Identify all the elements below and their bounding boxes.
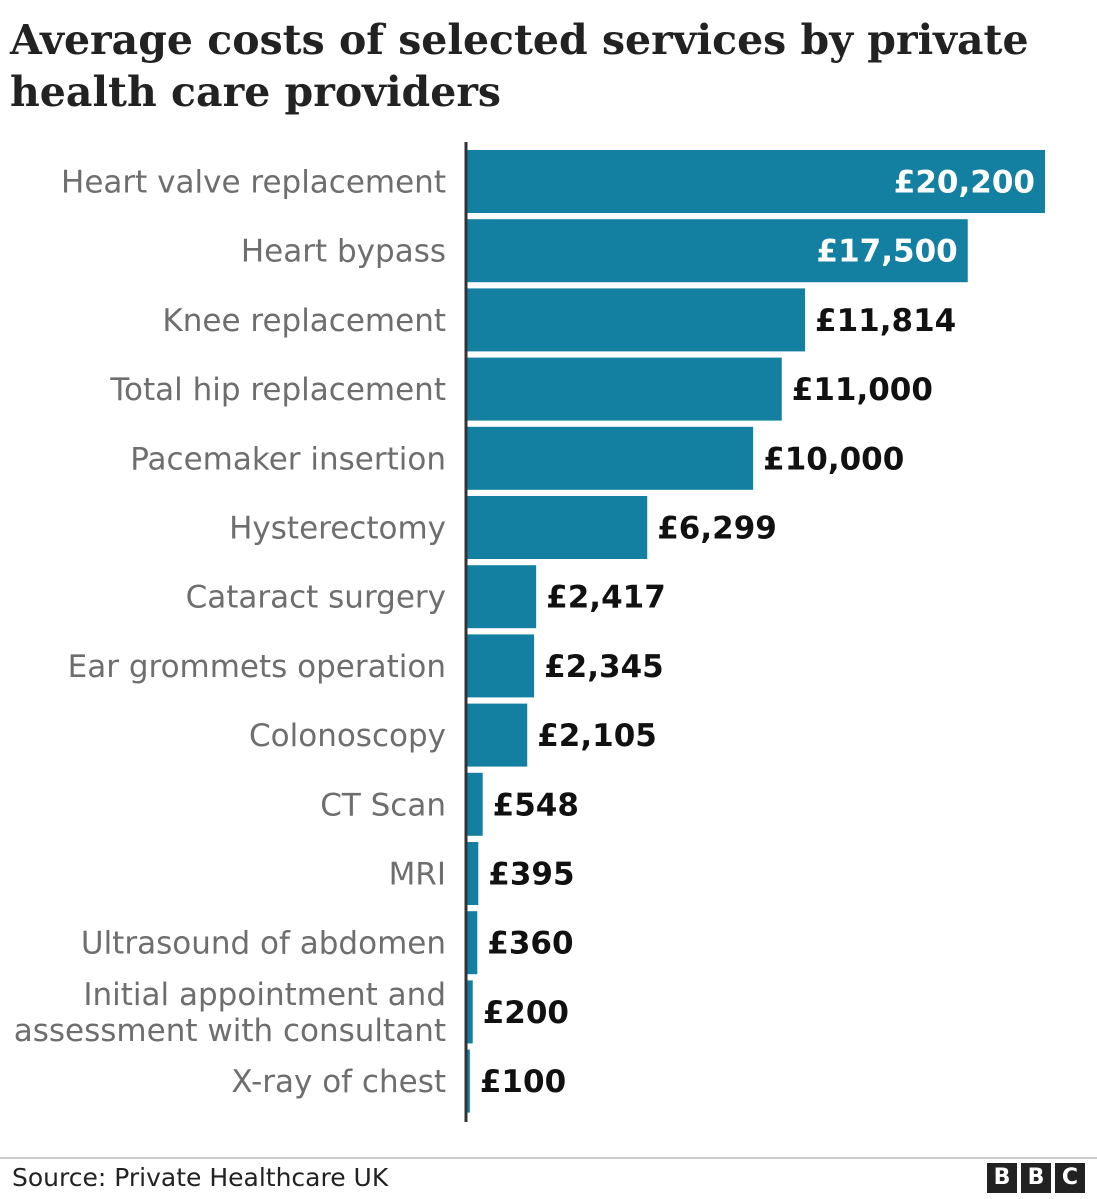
category-label: Knee replacement bbox=[162, 303, 446, 339]
bar-2 bbox=[467, 219, 968, 283]
category-label: Ultrasound of abdomen bbox=[81, 926, 446, 962]
category-label: Heart bypass bbox=[241, 234, 446, 270]
category-label-line: Ear grommets operation bbox=[68, 649, 446, 685]
category-label: Colonoscopy bbox=[249, 718, 446, 754]
bar-4 bbox=[467, 357, 782, 421]
bars-group bbox=[467, 150, 1045, 1113]
bar-12 bbox=[467, 911, 478, 975]
source-note: Source: Private Healthcare UK bbox=[12, 1163, 389, 1192]
category-label-line: assessment with consultant bbox=[14, 1013, 446, 1049]
category-label: MRI bbox=[389, 857, 446, 893]
category-label-line: Colonoscopy bbox=[249, 718, 446, 754]
bar-1 bbox=[467, 150, 1045, 213]
value-label: £200 bbox=[483, 995, 569, 1031]
category-label: Cataract surgery bbox=[186, 580, 446, 616]
category-label: Heart valve replacement bbox=[61, 165, 446, 201]
category-label: X-ray of chest bbox=[231, 1064, 446, 1100]
category-labels-group: Heart valve replacement Heart bypass Knee … bbox=[14, 165, 446, 1101]
value-label: £360 bbox=[487, 926, 573, 962]
category-label-line: Hysterectomy bbox=[229, 511, 446, 547]
value-label: £11,814 bbox=[815, 303, 956, 339]
value-label: £395 bbox=[488, 857, 574, 893]
bar-3 bbox=[467, 288, 806, 352]
value-label: £11,000 bbox=[792, 372, 933, 408]
bar-5 bbox=[467, 426, 754, 490]
value-labels-group: £20,200 £17,500 £11,814 £11,000 £10,000 £6,29… bbox=[480, 165, 1035, 1101]
bar-9 bbox=[467, 703, 528, 767]
value-label: £100 bbox=[480, 1064, 566, 1100]
bar-11 bbox=[467, 842, 479, 905]
footer-divider bbox=[0, 1157, 1097, 1159]
bar-8 bbox=[467, 634, 535, 698]
bbc-logo-letter-3: C bbox=[1055, 1163, 1085, 1193]
bar-chart: Heart valve replacement Heart bypass Knee … bbox=[14, 142, 1045, 1122]
category-label-line: Heart valve replacement bbox=[61, 165, 446, 201]
bar-6 bbox=[467, 496, 648, 559]
value-label: £2,105 bbox=[537, 718, 657, 754]
bar-13 bbox=[467, 980, 473, 1044]
category-label-line: MRI bbox=[389, 857, 446, 893]
category-label-line: Cataract surgery bbox=[186, 580, 446, 616]
bbc-logo-letter-1: B bbox=[987, 1163, 1017, 1193]
value-label: £10,000 bbox=[763, 441, 904, 477]
chart-title: Average costs of selected services by pr… bbox=[10, 16, 1029, 116]
category-label-line: X-ray of chest bbox=[231, 1064, 446, 1100]
value-label: £548 bbox=[493, 787, 579, 823]
bar-7 bbox=[467, 565, 537, 629]
value-label: £2,417 bbox=[546, 580, 666, 616]
category-label: Ear grommets operation bbox=[68, 649, 446, 685]
category-label: CT Scan bbox=[320, 787, 446, 823]
bbc-logo-letter-2: B bbox=[1021, 1163, 1051, 1193]
category-label: Total hip replacement bbox=[109, 372, 446, 408]
category-label-line: Initial appointment and bbox=[83, 977, 446, 1013]
category-label-line: Pacemaker insertion bbox=[130, 441, 446, 477]
value-label: £2,345 bbox=[544, 649, 664, 685]
value-label: £6,299 bbox=[657, 511, 777, 547]
category-label-line: Ultrasound of abdomen bbox=[81, 926, 446, 962]
value-label: £17,500 bbox=[817, 234, 958, 270]
bar-10 bbox=[467, 772, 483, 836]
category-label-line: Total hip replacement bbox=[109, 372, 446, 408]
category-label: Pacemaker insertion bbox=[130, 441, 446, 477]
bar-14 bbox=[467, 1049, 470, 1113]
value-label: £20,200 bbox=[894, 165, 1035, 201]
category-label: Hysterectomy bbox=[229, 511, 446, 547]
category-label-line: Knee replacement bbox=[162, 303, 446, 339]
category-label-line: Heart bypass bbox=[241, 234, 446, 270]
bbc-logo: B B C bbox=[987, 1163, 1085, 1193]
category-label: Initial appointment and assessment with c… bbox=[14, 977, 446, 1049]
category-label-line: CT Scan bbox=[320, 787, 446, 823]
